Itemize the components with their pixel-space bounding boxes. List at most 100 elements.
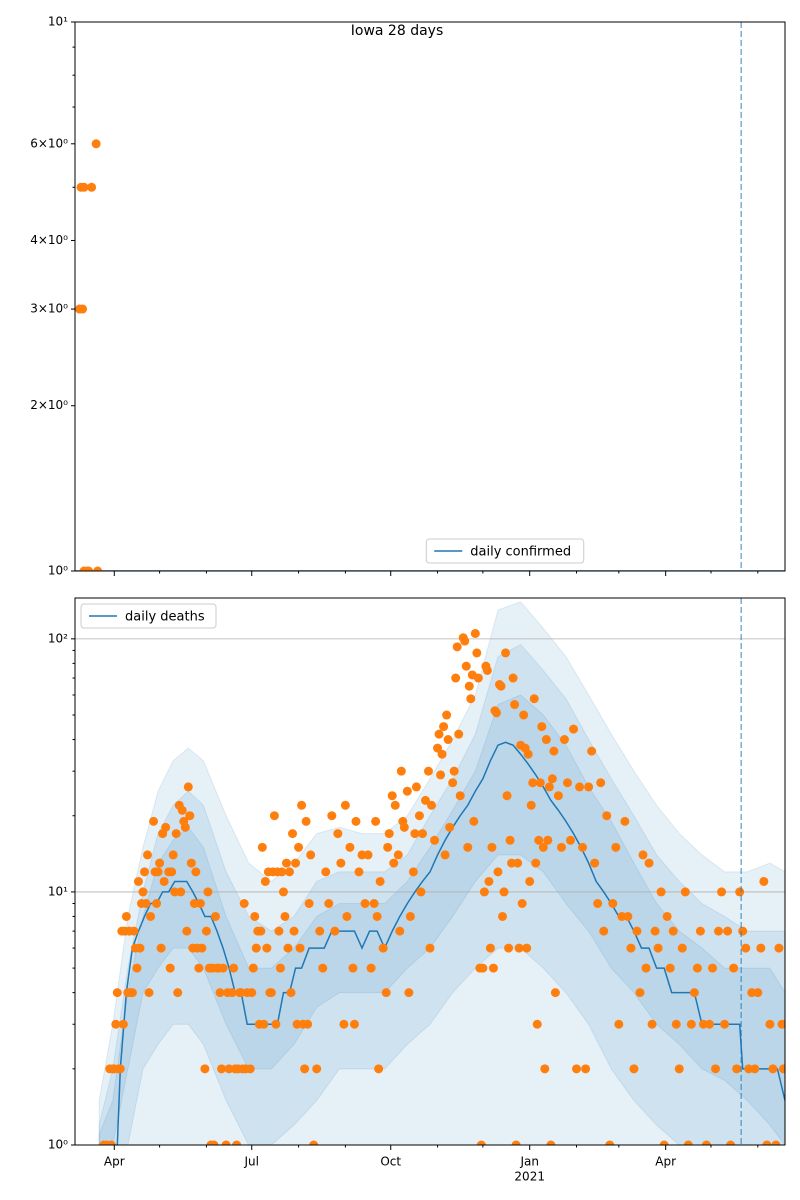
data-point — [538, 842, 548, 852]
data-point — [476, 1140, 486, 1145]
data-point — [771, 1140, 781, 1145]
data-point — [692, 963, 702, 973]
data-point — [541, 735, 551, 745]
data-point — [714, 926, 724, 936]
data-point — [602, 811, 612, 821]
data-point — [569, 724, 579, 734]
data-point — [278, 887, 288, 897]
data-point — [374, 1064, 384, 1074]
data-point — [381, 988, 391, 998]
data-point — [260, 876, 270, 886]
data-point — [683, 1140, 693, 1145]
data-point — [156, 943, 166, 953]
data-point — [720, 1019, 730, 1029]
data-point — [200, 1064, 210, 1074]
data-point — [144, 988, 154, 998]
data-point — [611, 842, 621, 852]
data-point — [756, 943, 766, 953]
data-point — [215, 988, 225, 998]
data-point — [498, 911, 508, 921]
data-point — [526, 800, 536, 810]
data-point — [118, 1019, 128, 1029]
data-point — [155, 858, 165, 868]
data-point — [590, 858, 600, 868]
data-point — [183, 782, 193, 792]
data-point — [387, 791, 397, 801]
data-point — [738, 926, 748, 936]
data-point — [132, 963, 142, 973]
data-point — [285, 867, 295, 877]
data-point — [605, 1140, 615, 1145]
data-point — [753, 988, 763, 998]
data-point — [349, 1019, 359, 1029]
data-point — [248, 963, 258, 973]
data-point — [309, 1140, 319, 1145]
data-point — [342, 911, 352, 921]
data-point — [451, 673, 461, 683]
data-point — [599, 926, 609, 936]
data-point — [330, 926, 340, 936]
data-point — [135, 943, 145, 953]
x-tick-label: Oct — [380, 1155, 401, 1169]
data-point — [286, 988, 296, 998]
data-point — [289, 926, 299, 936]
data-point — [514, 943, 524, 953]
data-point — [129, 926, 139, 936]
y-tick-label: 4×10⁰ — [30, 233, 68, 247]
data-point — [277, 867, 287, 877]
data-point — [629, 1064, 639, 1074]
y-tick-label: 10⁰ — [48, 564, 68, 578]
data-point — [653, 943, 663, 953]
data-point — [396, 766, 406, 776]
data-point — [638, 850, 648, 860]
data-point — [210, 911, 220, 921]
data-point — [578, 842, 588, 852]
data-point — [425, 943, 435, 953]
data-point — [644, 858, 654, 868]
data-point — [318, 963, 328, 973]
chart-title: Iowa 28 days — [351, 23, 443, 39]
data-point — [251, 943, 261, 953]
data-point — [138, 887, 148, 897]
data-point — [575, 782, 585, 792]
data-point — [695, 926, 705, 936]
data-point — [336, 858, 346, 868]
data-point — [161, 822, 171, 832]
data-point — [469, 816, 479, 826]
data-point — [232, 1140, 242, 1145]
data-point — [587, 746, 597, 756]
data-point — [141, 898, 151, 908]
data-point — [194, 963, 204, 973]
data-point — [434, 729, 444, 739]
data-point — [449, 766, 459, 776]
data-point — [127, 988, 137, 998]
data-point — [315, 926, 325, 936]
data-point — [650, 926, 660, 936]
data-point — [680, 887, 690, 897]
uncertainty-band — [98, 643, 785, 1145]
y-tick-label: 10¹ — [48, 15, 68, 29]
data-point — [201, 926, 211, 936]
data-point — [448, 778, 458, 788]
legend-label: daily deaths — [125, 610, 205, 625]
data-point — [121, 911, 131, 921]
data-point — [209, 1140, 219, 1145]
axes-frame — [74, 21, 786, 572]
y-tick-label: 2×10⁰ — [30, 398, 68, 412]
data-point — [525, 876, 535, 886]
data-point — [439, 722, 449, 732]
data-point — [723, 926, 733, 936]
data-point — [115, 1064, 125, 1074]
data-point — [711, 1064, 721, 1074]
data-point — [553, 791, 563, 801]
data-point — [726, 1140, 736, 1145]
data-point — [707, 963, 717, 973]
data-point — [93, 566, 103, 571]
data-point — [143, 850, 153, 860]
data-point — [504, 943, 514, 953]
data-point — [765, 1019, 775, 1029]
data-point — [354, 867, 364, 877]
data-point — [491, 708, 501, 718]
data-point — [402, 786, 412, 796]
